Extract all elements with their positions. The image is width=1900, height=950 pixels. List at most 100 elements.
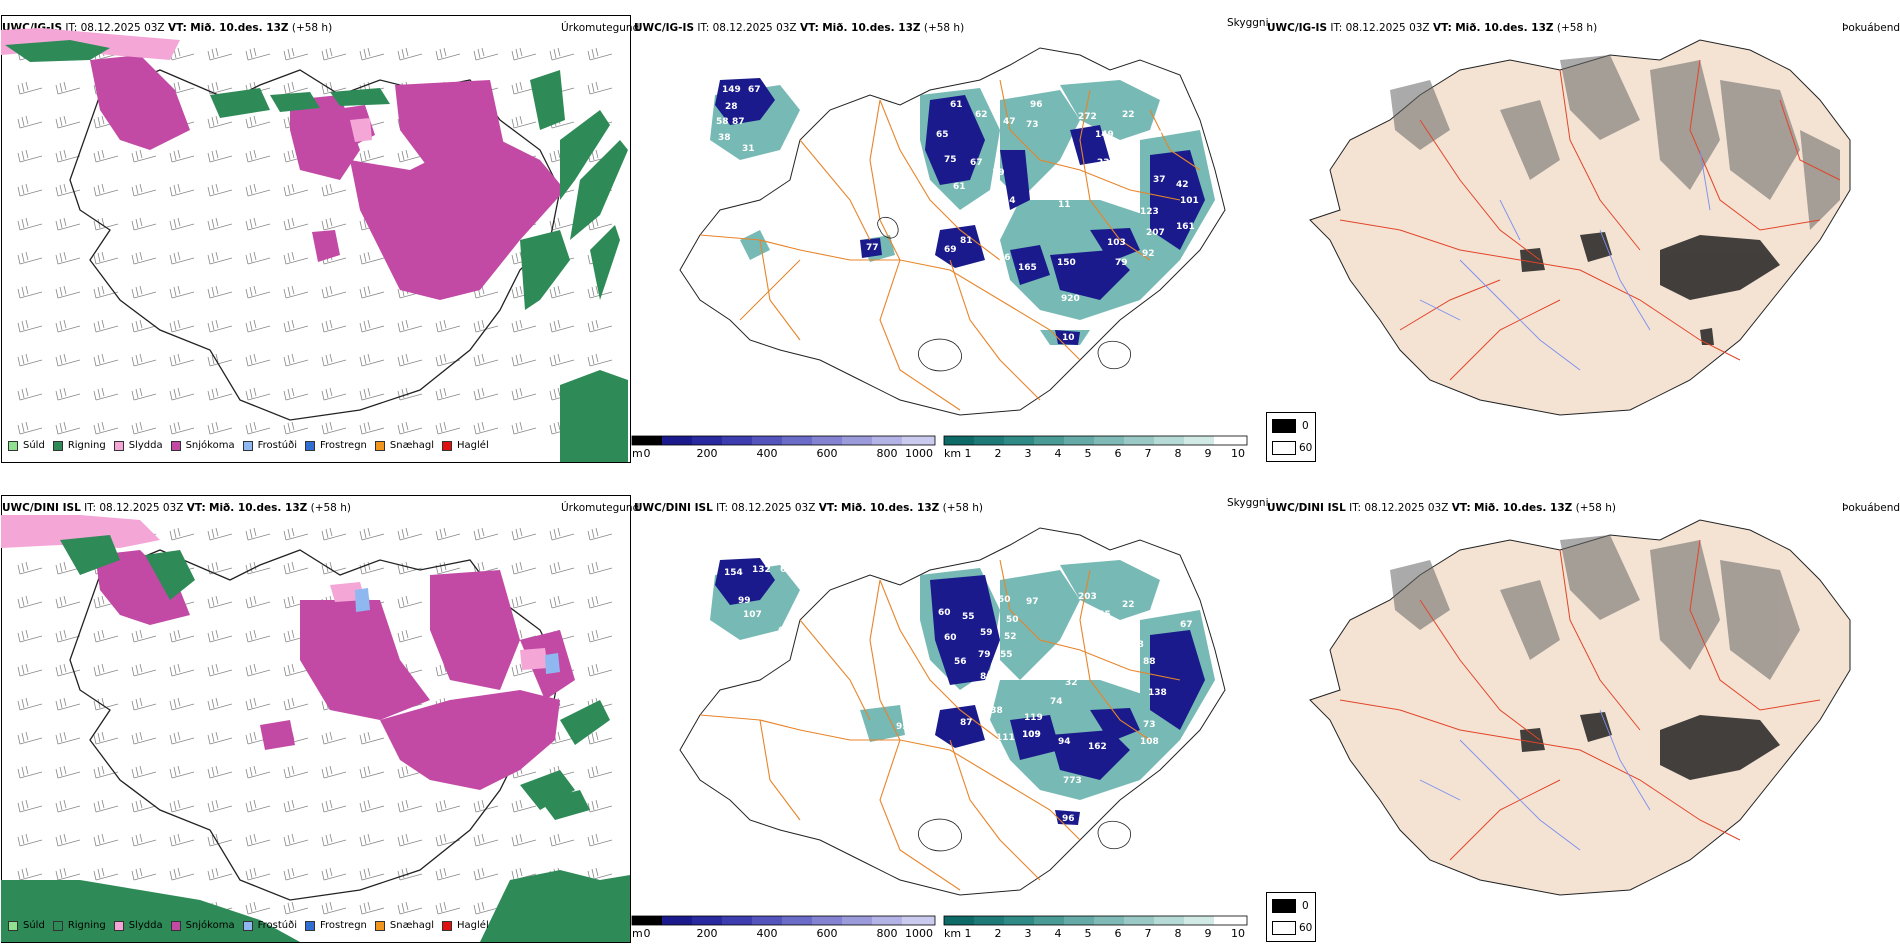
wind-barb [587, 799, 613, 813]
wind-barb [587, 527, 613, 541]
fog-map-bottom [1309, 519, 1851, 896]
swatch-sleet [113, 440, 124, 451]
fog-legend-low: 0 [1302, 420, 1309, 432]
ceiling-label: 212 [1098, 640, 1117, 650]
ceiling-label: 150 [1057, 258, 1076, 268]
ceiling-label: 109 [1022, 730, 1041, 740]
wind-barb [17, 697, 43, 711]
wind-barb [359, 421, 385, 435]
wind-barb [131, 765, 157, 779]
wind-barb [93, 251, 119, 265]
legend-label: Haglél [457, 440, 489, 451]
wind-barb [93, 595, 119, 609]
wind-barb [55, 629, 81, 643]
wind-barb [511, 561, 537, 575]
ceiling-label: 88 [1143, 657, 1156, 667]
ceiling-label: 22 [1122, 110, 1135, 120]
ceiling-tick: 600 [816, 447, 838, 460]
wind-barb [207, 527, 233, 541]
wind-barb [283, 319, 309, 333]
wind-barb [93, 387, 119, 401]
wind-barb [435, 353, 461, 367]
wind-barb [283, 629, 309, 643]
swatch-snow-pellets [374, 440, 385, 451]
wind-barb [549, 353, 575, 367]
wind-barb [283, 799, 309, 813]
ceiling-label: 149 [1095, 130, 1114, 140]
wind-barb [587, 561, 613, 575]
ceiling-tick: 0 [643, 927, 651, 940]
wind-barb [511, 421, 537, 435]
wind-barb [473, 527, 499, 541]
ceiling-label: 169 [1095, 625, 1114, 635]
wind-barb [207, 697, 233, 711]
visibility-unit: km [944, 447, 962, 460]
wind-barb [55, 387, 81, 401]
wind-barb [435, 833, 461, 847]
legend-label: Snjókoma [185, 440, 235, 451]
wind-barb [55, 697, 81, 711]
ceiling-label: 145 [1092, 610, 1111, 620]
ceiling-label: 61 [953, 182, 966, 192]
ceiling-colorbar-top: m 0 200 400 600 800 1000 [631, 435, 937, 462]
wind-barb [245, 387, 271, 401]
ceiling-label: 55 [962, 612, 975, 622]
ceiling-label: 161 [1176, 222, 1195, 232]
wind-barb [207, 149, 233, 163]
visibility-tick: 2 [994, 447, 1002, 460]
wind-barb [283, 81, 309, 95]
wind-barb [321, 319, 347, 333]
wind-barb [245, 251, 271, 265]
wind-barb [169, 149, 195, 163]
wind-barb [55, 81, 81, 95]
wind-barb [473, 867, 499, 881]
wind-barb [169, 319, 195, 333]
wind-barb [131, 799, 157, 813]
swatch-snow [170, 920, 181, 931]
visibility-tick: 4 [1054, 927, 1062, 940]
wind-barb [283, 285, 309, 299]
ceiling-label: 103 [1107, 238, 1126, 248]
wind-barb [131, 285, 157, 299]
wind-barb [587, 765, 613, 779]
wind-barb [169, 629, 195, 643]
ceiling-label: 108 [1140, 737, 1159, 747]
ceiling-label: 101 [1180, 196, 1199, 206]
legend-label: Snjókoma [185, 920, 235, 931]
legend-label: Rigning [67, 920, 106, 931]
wind-barb [245, 901, 271, 915]
wind-barb [93, 663, 119, 677]
wind-barb [435, 387, 461, 401]
wind-barb [511, 527, 537, 541]
wind-barb [245, 867, 271, 881]
wind-barb [359, 251, 385, 265]
wind-barb [359, 867, 385, 881]
wind-barb [245, 595, 271, 609]
ceiling-label: 109 [1022, 730, 1041, 740]
wind-barb [131, 867, 157, 881]
ceiling-tick: 1000 [905, 447, 933, 460]
ceiling-label: 61 [950, 100, 963, 110]
wind-barb [549, 595, 575, 609]
wind-barb [131, 251, 157, 265]
wind-barb [131, 731, 157, 745]
legend-label: Slydda [128, 920, 163, 931]
wind-barb [435, 799, 461, 813]
ceiling-label: 95 [896, 722, 909, 732]
wind-barb [55, 731, 81, 745]
ceiling-label: 60 [938, 608, 951, 618]
ceiling-tick: 0 [643, 447, 651, 460]
wind-barb [131, 833, 157, 847]
wind-barb [93, 421, 119, 435]
wind-barb [169, 527, 195, 541]
wind-barb [587, 867, 613, 881]
wind-barb [511, 319, 537, 333]
ceiling-label: 17 [1052, 655, 1065, 665]
wind-barb [245, 353, 271, 367]
wind-barb [321, 561, 347, 575]
wind-barb [511, 81, 537, 95]
ceiling-label: 79 [978, 650, 991, 660]
legend-label: Frostúði [257, 440, 297, 451]
wind-barb [17, 353, 43, 367]
